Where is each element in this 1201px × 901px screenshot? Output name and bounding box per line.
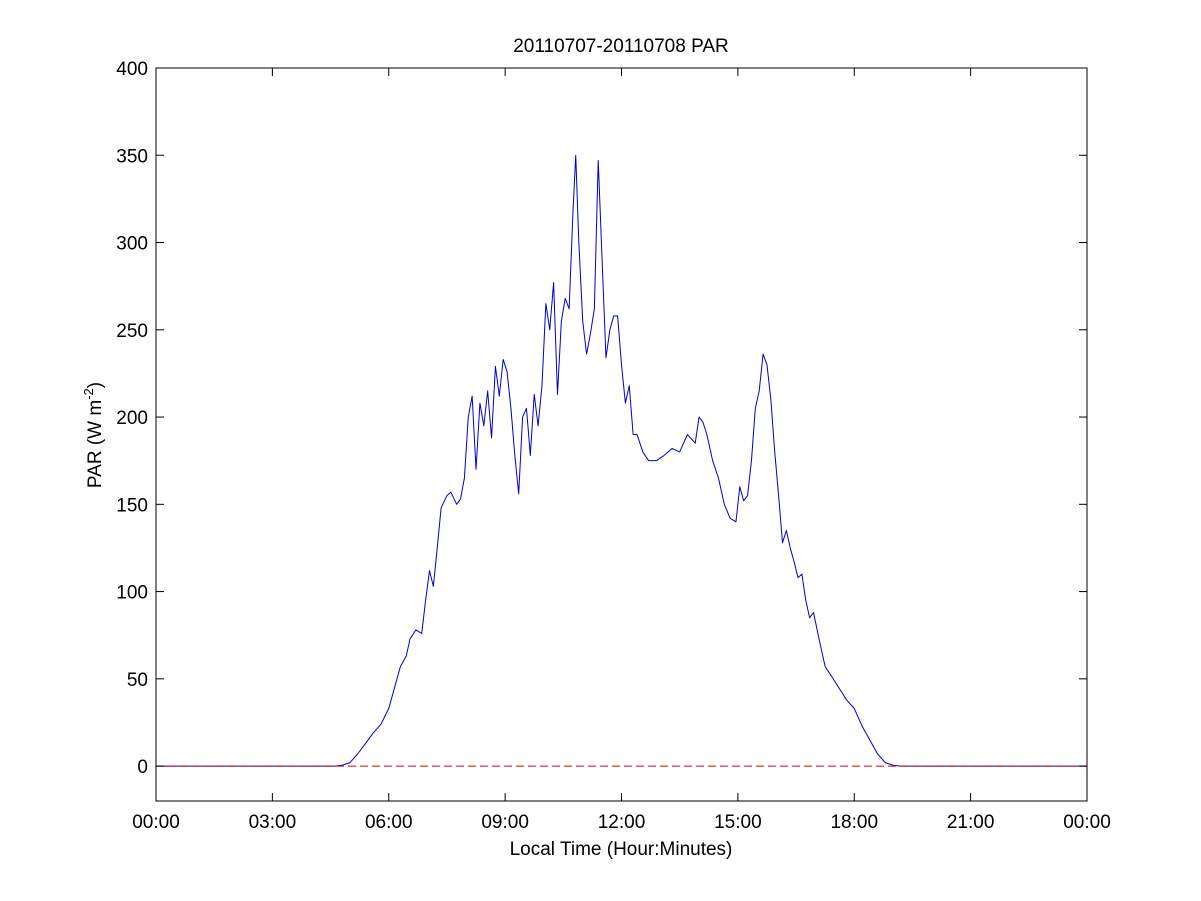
y-tick-label: 250 xyxy=(116,321,148,342)
par-series-line xyxy=(156,154,1087,767)
y-tick-label: 150 xyxy=(116,495,148,516)
x-tick-label: 00:00 xyxy=(132,812,180,833)
x-tick-label: 18:00 xyxy=(830,812,878,833)
x-tick-label: 21:00 xyxy=(947,812,995,833)
chart-title: 20110707-20110708 PAR xyxy=(513,36,729,57)
x-tick-label: 15:00 xyxy=(714,812,762,833)
x-tick-label: 09:00 xyxy=(481,812,529,833)
y-tick-label: 0 xyxy=(137,757,148,778)
y-tick-label: 300 xyxy=(116,234,148,255)
y-tick-label: 50 xyxy=(127,670,148,691)
x-tick-label: 00:00 xyxy=(1063,812,1111,833)
x-tick-label: 03:00 xyxy=(249,812,297,833)
y-tick-label: 350 xyxy=(116,146,148,167)
y-tick-label: 100 xyxy=(116,583,148,604)
y-axis-label-main: PAR (W m xyxy=(85,400,106,488)
x-tick-label: 06:00 xyxy=(365,812,413,833)
axes-layer: 00:00 03:00 06:00 09:00 12:00 15:00 18:00 21:00… xyxy=(116,59,1110,833)
x-tick-label: 12:00 xyxy=(598,812,646,833)
series-layer xyxy=(156,154,1087,767)
y-axis-label-superscript: -2 xyxy=(81,388,96,400)
plot-frame xyxy=(155,67,1088,802)
y-tick-label: 200 xyxy=(116,408,148,429)
y-axis-label-end: ) xyxy=(85,382,106,388)
y-axis-label: PAR (W m-2) xyxy=(81,382,106,488)
x-axis-label: Local Time (Hour:Minutes) xyxy=(510,839,733,860)
y-tick-label: 400 xyxy=(116,59,148,80)
